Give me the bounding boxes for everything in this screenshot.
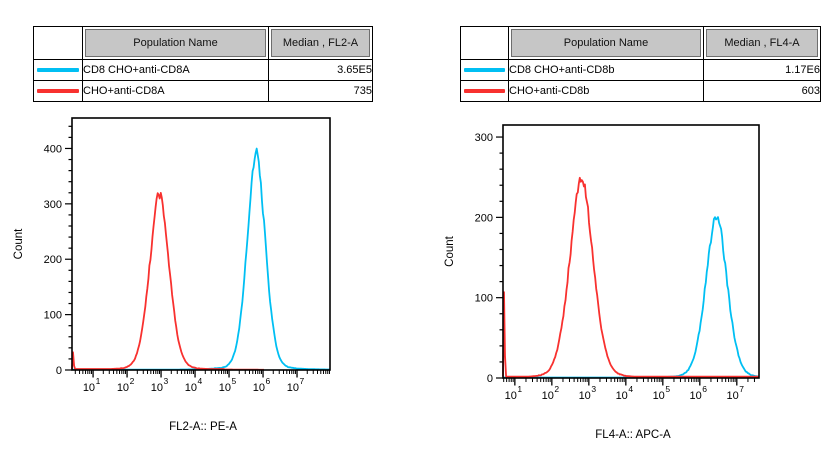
swatch-header-cell — [33, 26, 83, 60]
y-tick-label: 0 — [487, 373, 493, 385]
y-tick-label: 300 — [44, 199, 62, 211]
x-tick-label-exponent: 1 — [517, 384, 522, 394]
swatch-cell — [460, 80, 509, 102]
population-name-header: Population Name — [82, 26, 269, 60]
x-tick-label-base: 10 — [151, 382, 163, 394]
population-name-header-label: Population Name — [511, 29, 701, 57]
x-tick-label-base: 10 — [253, 382, 265, 394]
x-tick-label-base: 10 — [579, 390, 591, 402]
population-stats-table-fl4a: Population Name Median , FL4-A CD8 CHO+a… — [460, 26, 821, 102]
median-header: Median , FL2-A — [268, 26, 373, 60]
x-tick-label-base: 10 — [727, 390, 739, 402]
median-header: Median , FL4-A — [703, 26, 821, 60]
median-value-cell: 3.65E5 — [268, 59, 373, 81]
x-tick-label-exponent: 7 — [739, 384, 744, 394]
x-tick-label-exponent: 2 — [554, 384, 559, 394]
table-header-row: Population Name Median , FL2-A — [33, 26, 373, 60]
x-tick-label-base: 10 — [117, 382, 129, 394]
y-tick-label: 400 — [44, 143, 62, 155]
histogram-curve-red — [71, 192, 264, 371]
population-stats-table-fl2a: Population Name Median , FL2-A CD8 CHO+a… — [33, 26, 373, 102]
plot-frame — [71, 117, 331, 371]
population-name-cell: CHO+anti-CD8A — [82, 80, 269, 102]
y-axis-ticks: 0 100 200 300 — [475, 132, 503, 385]
y-axis-label: Count — [13, 228, 25, 259]
y-axis-ticks: 0 100 200 300 400 — [44, 125, 72, 377]
swatch-cell — [33, 80, 83, 102]
median-header-label: Median , FL2-A — [271, 29, 370, 57]
fl4a-histogram: 0100200300101102103104105106107CountFL4-… — [444, 124, 760, 441]
x-tick-label-exponent: 5 — [665, 384, 670, 394]
x-tick-label-base: 10 — [616, 390, 628, 402]
histogram-curve-red — [502, 176, 759, 378]
x-tick-label-base: 10 — [542, 390, 554, 402]
swatch-cell — [460, 59, 509, 81]
x-tick-label-exponent: 6 — [266, 376, 271, 386]
x-tick-label-base: 10 — [690, 390, 702, 402]
y-tick-label: 100 — [475, 293, 493, 305]
population-name-cell: CHO+anti-CD8b — [508, 80, 704, 102]
x-axis-label: FL4-A:: APC-A — [595, 429, 671, 441]
series-color-swatch — [37, 68, 79, 72]
histogram-curve-cyan — [503, 216, 760, 379]
series-color-swatch — [464, 68, 505, 72]
x-tick-label-base: 10 — [219, 382, 231, 394]
table-header-row: Population Name Median , FL4-A — [460, 26, 821, 60]
fl2a-histogram: 0100200300400101102103104105106107CountF… — [13, 117, 331, 433]
y-tick-label: 200 — [44, 254, 62, 266]
x-tick-label-exponent: 7 — [300, 376, 305, 386]
x-tick-label-exponent: 3 — [591, 384, 596, 394]
swatch-header-cell — [460, 26, 509, 60]
population-row: CHO+anti-CD8b 603 — [460, 80, 821, 102]
x-tick-label-exponent: 1 — [96, 376, 101, 386]
swatch-cell — [33, 59, 83, 81]
y-tick-label: 0 — [56, 365, 62, 377]
x-tick-label-exponent: 4 — [198, 376, 203, 386]
x-axis-label: FL2-A:: PE-A — [169, 421, 237, 433]
y-tick-label: 300 — [475, 132, 493, 144]
median-value-cell: 603 — [703, 80, 821, 102]
x-tick-label-exponent: 3 — [164, 376, 169, 386]
population-name-header: Population Name — [508, 26, 704, 60]
population-name-header-label: Population Name — [85, 29, 266, 57]
x-tick-label-base: 10 — [287, 382, 299, 394]
population-row: CD8 CHO+anti-CD8b 1.17E6 — [460, 59, 821, 81]
median-value-cell: 735 — [268, 80, 373, 102]
x-tick-label-base: 10 — [83, 382, 95, 394]
x-tick-label-base: 10 — [653, 390, 665, 402]
series-color-swatch — [37, 89, 79, 93]
median-value-cell: 1.17E6 — [703, 59, 821, 81]
x-tick-label-exponent: 4 — [628, 384, 633, 394]
y-tick-label: 100 — [44, 310, 62, 322]
y-tick-label: 200 — [475, 212, 493, 224]
histogram-curve-cyan — [72, 147, 330, 371]
series-color-swatch — [464, 89, 505, 93]
median-header-label: Median , FL4-A — [706, 29, 818, 57]
population-row: CHO+anti-CD8A 735 — [33, 80, 373, 102]
x-tick-label-exponent: 2 — [130, 376, 135, 386]
x-tick-label-base: 10 — [505, 390, 517, 402]
x-tick-label-exponent: 5 — [232, 376, 237, 386]
x-tick-label-base: 10 — [185, 382, 197, 394]
x-tick-label-exponent: 6 — [702, 384, 707, 394]
population-name-cell: CD8 CHO+anti-CD8A — [82, 59, 269, 81]
plot-frame — [502, 124, 760, 379]
population-name-cell: CD8 CHO+anti-CD8b — [508, 59, 704, 81]
y-axis-label: Count — [444, 235, 456, 266]
population-row: CD8 CHO+anti-CD8A 3.65E5 — [33, 59, 373, 81]
